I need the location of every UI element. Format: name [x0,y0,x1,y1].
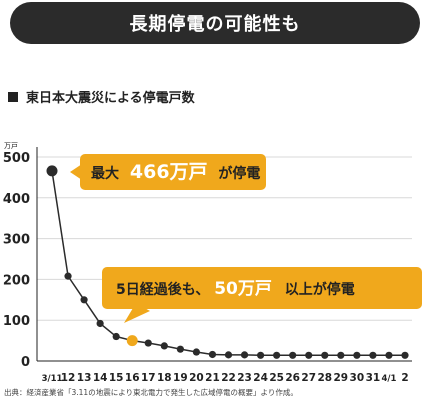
data-point [289,351,297,359]
data-point [337,351,345,359]
day5-callout-value: 50万戸 [214,279,272,299]
data-point [369,351,377,359]
svg-text:5日経過後も、 50万戸 以上が停電: 5日経過後も、 50万戸 以上が停電 [116,279,355,299]
data-point [96,319,104,328]
x-tick-label: 25 [269,372,284,384]
data-point [401,351,409,359]
series-line [51,170,405,357]
title-banner: 長期停電の可能性も [10,2,420,44]
data-point [353,351,361,359]
data-point [64,272,72,280]
max-callout-prefix: 最大 [91,165,119,182]
y-axis-unit-label: 万戸 [4,142,18,150]
day5-callout: 5日経過後も、 50万戸 以上が停電 [102,267,422,323]
square-bullet-icon [8,91,18,102]
data-point [126,335,138,347]
y-tick-label: 400 [3,192,30,207]
x-tick-label: 27 [301,372,316,384]
y-tick-label: 500 [3,151,30,166]
data-points [46,165,409,359]
data-point [176,345,184,353]
data-point [385,351,393,359]
y-tick-label: 200 [3,273,30,288]
y-tick-label: 100 [3,314,30,329]
day5-callout-suffix: 以上が停電 [285,281,355,298]
x-tick-label: 18 [157,372,172,384]
x-tick-label: 26 [285,372,300,384]
x-tick-label: 15 [109,372,124,384]
x-tick-label: 22 [221,372,236,384]
x-tick-label: 28 [317,372,332,384]
y-tick-labels: 0 100 200 300 400 500 [3,151,30,370]
x-tick-label: 31 [366,372,381,384]
day5-callout-prefix: 5日経過後も、 [116,281,209,298]
x-tick-label: 14 [93,372,108,384]
max-callout-suffix: が停電 [218,165,260,182]
max-callout-value: 466万戸 [130,161,208,183]
data-point [256,351,265,359]
data-point [160,342,168,350]
chart-subtitle: 東日本大震災による停電戸数 [8,87,195,106]
x-tick-label: 23 [237,372,252,384]
x-tick-label: 12 [61,372,76,384]
x-tick-label: 3/11 [42,374,63,384]
data-point [305,351,313,359]
x-tick-label: 21 [205,372,220,384]
data-point [46,165,58,177]
data-point [80,296,88,304]
x-tick-label: 20 [189,372,204,384]
max-callout: 最大 466万戸 が停電 [70,154,266,190]
data-point [273,351,281,359]
svg-text:最大 466万戸 が停電: 最大 466万戸 が停電 [91,161,260,183]
data-point [144,339,152,347]
x-tick-label: 13 [77,372,92,384]
x-tick-label: 30 [350,372,365,384]
x-tick-label: 2 [401,372,408,384]
x-tick-label: 4/1 [381,374,396,384]
chart-subtitle-text: 東日本大震災による停電戸数 [26,91,195,106]
data-point [240,351,249,359]
y-tick-label: 300 [3,233,30,248]
data-point [208,350,217,359]
data-point [112,332,120,341]
x-tick-label: 19 [173,372,188,384]
y-tick-label: 0 [21,355,30,370]
x-tick-label: 16 [125,372,140,384]
x-tick-label: 29 [334,372,349,384]
data-point [192,348,201,356]
data-point [321,351,329,359]
data-point [224,351,233,359]
x-tick-label: 24 [253,372,268,384]
source-note: 出典：経済産業省「3.11の地震により東北電力で発生した広域停電の概要」より作成… [4,388,298,397]
x-tick-label: 17 [141,372,156,384]
page-title: 長期停電の可能性も [129,14,301,35]
